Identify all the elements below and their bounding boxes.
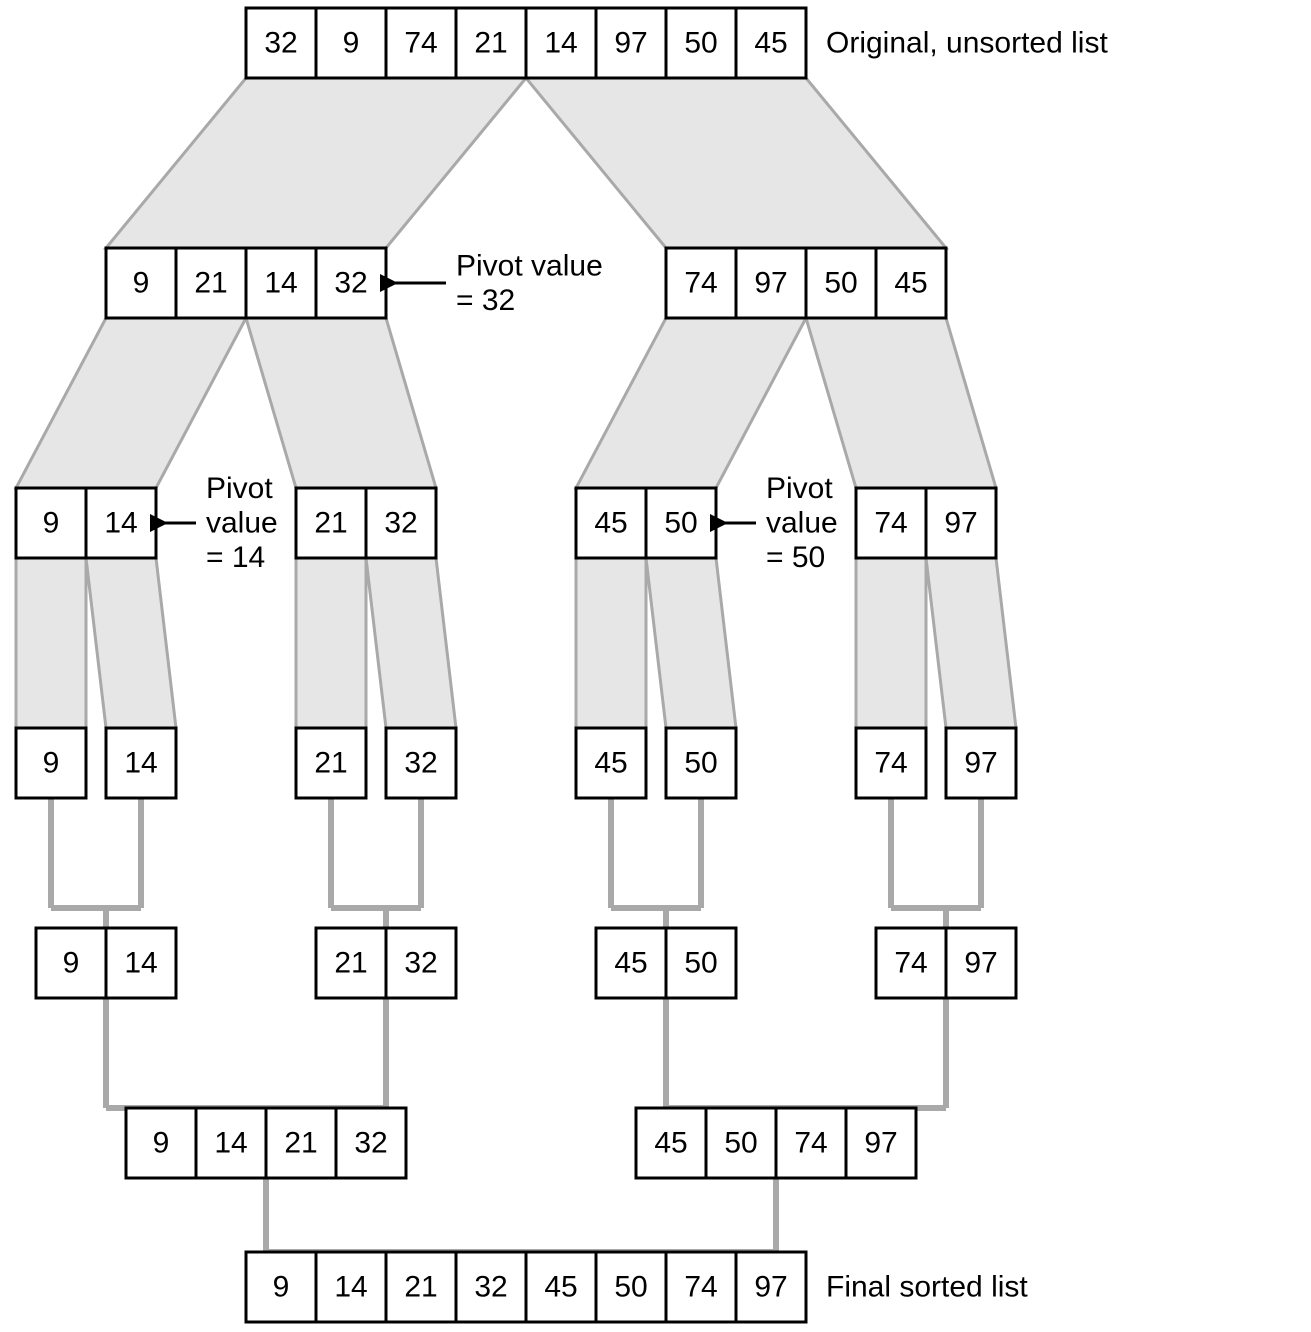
box-l1R-value-0: 74: [684, 267, 717, 300]
box-l1L-value-1: 21: [194, 267, 227, 300]
box-l5R-value-3: 97: [864, 1127, 897, 1160]
box-l4LR-value-0: 21: [334, 947, 367, 980]
split-connector: [106, 78, 526, 248]
pivot-label-1-line-2: = 14: [206, 541, 265, 574]
box-top-value-4: 14: [544, 27, 577, 60]
box-final-value-4: 45: [544, 1271, 577, 1304]
box-l4RL-value-0: 45: [614, 947, 647, 980]
box-l4LL-value-0: 9: [63, 947, 80, 980]
pivot-label-1-line-0: Pivot: [206, 472, 273, 505]
pivot-label-2-line-1: value: [766, 507, 838, 540]
pivot-label-0-line-1: = 32: [456, 284, 515, 317]
box-l5L-value-1: 14: [214, 1127, 247, 1160]
box-l5L-value-0: 9: [153, 1127, 170, 1160]
split-connector: [926, 558, 1016, 728]
box-l1L-value-3: 32: [334, 267, 367, 300]
split-connector: [86, 558, 176, 728]
box-l3LL-value-0: 9: [43, 747, 60, 780]
box-top-value-3: 21: [474, 27, 507, 60]
box-l5L-value-2: 21: [284, 1127, 317, 1160]
box-l3LR-b-value-0: 32: [404, 747, 437, 780]
box-l3LR-value-0: 21: [314, 747, 347, 780]
box-final-value-7: 97: [754, 1271, 787, 1304]
box-l4RL-value-1: 50: [684, 947, 717, 980]
box-l2LL-value-0: 9: [43, 507, 60, 540]
split-connector: [576, 558, 646, 728]
pivot-label-2-line-0: Pivot: [766, 472, 833, 505]
split-connector: [366, 558, 456, 728]
box-final-value-2: 21: [404, 1271, 437, 1304]
split-connector: [806, 318, 996, 488]
box-l2RR-value-1: 97: [944, 507, 977, 540]
split-connector: [526, 78, 946, 248]
box-top-value-0: 32: [264, 27, 297, 60]
box-l1L-value-0: 9: [133, 267, 150, 300]
box-l5R-value-2: 74: [794, 1127, 827, 1160]
box-final-value-6: 74: [684, 1271, 717, 1304]
box-l1R-value-1: 97: [754, 267, 787, 300]
box-final-value-5: 50: [614, 1271, 647, 1304]
box-l3RL-value-0: 45: [594, 747, 627, 780]
pivot-label-1-line-1: value: [206, 507, 278, 540]
caption-1: Final sorted list: [826, 1271, 1028, 1304]
box-top-value-5: 97: [614, 27, 647, 60]
box-final-value-3: 32: [474, 1271, 507, 1304]
box-l3RR-b-value-0: 97: [964, 747, 997, 780]
box-top-value-7: 45: [754, 27, 787, 60]
box-l5R-value-1: 50: [724, 1127, 757, 1160]
box-l2RL-value-1: 50: [664, 507, 697, 540]
split-connector: [576, 318, 806, 488]
box-l1R-value-2: 50: [824, 267, 857, 300]
pivot-label-0-line-0: Pivot value: [456, 249, 603, 282]
split-connector: [16, 318, 246, 488]
caption-0: Original, unsorted list: [826, 27, 1108, 60]
box-top-value-1: 9: [343, 27, 360, 60]
box-l2LL-value-1: 14: [104, 507, 137, 540]
split-connector: [296, 558, 366, 728]
box-l4LL-value-1: 14: [124, 947, 157, 980]
box-l3LL-b-value-0: 14: [124, 747, 157, 780]
box-top-value-2: 74: [404, 27, 437, 60]
box-l2LR-value-1: 32: [384, 507, 417, 540]
box-l2RL-value-0: 45: [594, 507, 627, 540]
split-connector: [856, 558, 926, 728]
box-l1L-value-2: 14: [264, 267, 297, 300]
box-final-value-0: 9: [273, 1271, 290, 1304]
box-l3RL-b-value-0: 50: [684, 747, 717, 780]
box-l2LR-value-0: 21: [314, 507, 347, 540]
box-l5R-value-0: 45: [654, 1127, 687, 1160]
box-l2RR-value-0: 74: [874, 507, 907, 540]
split-connector: [16, 558, 86, 728]
pivot-label-2-line-2: = 50: [766, 541, 825, 574]
box-l4RR-value-1: 97: [964, 947, 997, 980]
box-l4LR-value-1: 32: [404, 947, 437, 980]
box-l3RR-value-0: 74: [874, 747, 907, 780]
box-l5L-value-3: 32: [354, 1127, 387, 1160]
box-final-value-1: 14: [334, 1271, 367, 1304]
box-top-value-6: 50: [684, 27, 717, 60]
box-l4RR-value-0: 74: [894, 947, 927, 980]
box-l1R-value-3: 45: [894, 267, 927, 300]
split-connector: [246, 318, 436, 488]
split-connector: [646, 558, 736, 728]
